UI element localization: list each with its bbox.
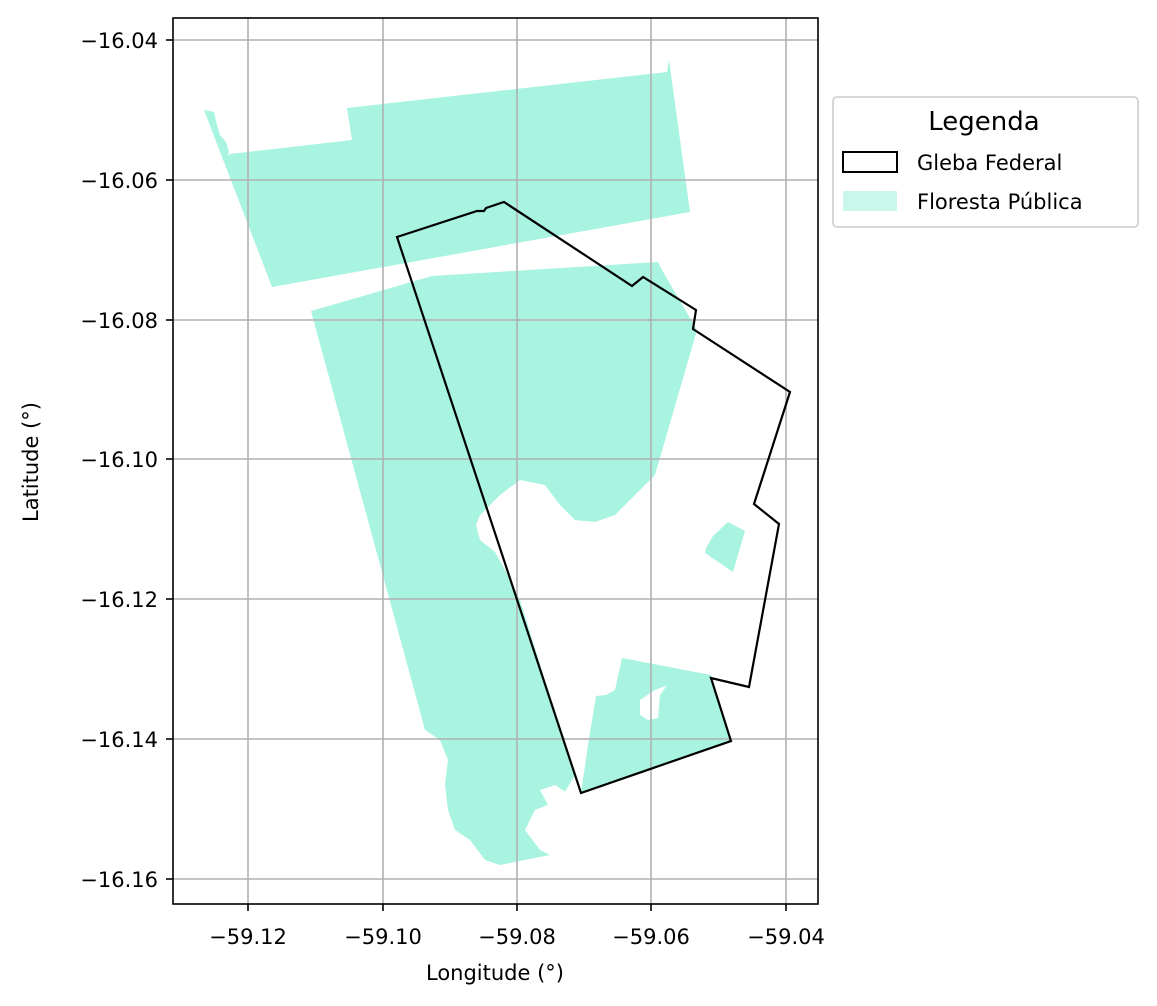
- x-axis-label: Longitude (°): [426, 961, 564, 985]
- y-tick-labels: −16.04 −16.06 −16.08 −16.10 −16.12 −16.1…: [80, 29, 158, 892]
- y-tick-label: −16.10: [80, 448, 158, 472]
- x-tick-labels: −59.12 −59.10 −59.08 −59.06 −59.04: [209, 925, 825, 949]
- x-tick-label: −59.12: [209, 925, 287, 949]
- plot-area: [172, 17, 819, 905]
- y-tick-label: −16.06: [80, 169, 158, 193]
- legend-title: Legenda: [928, 107, 1039, 137]
- gleba-federal-outline: [395, 200, 792, 795]
- forest-polygons: [204, 60, 745, 865]
- forest-polygon-central: [311, 262, 697, 865]
- y-tick-label: −16.14: [80, 728, 158, 752]
- y-tick-label: −16.12: [80, 588, 158, 612]
- x-tick-label: −59.06: [612, 925, 690, 949]
- y-tick-label: −16.08: [80, 309, 158, 333]
- y-axis-label: Latitude (°): [19, 402, 43, 522]
- forest-polygon-southeast: [581, 658, 730, 793]
- y-tick-marks: [166, 39, 173, 880]
- forest-polygon-north: [204, 60, 690, 287]
- legend-label-gleba: Gleba Federal: [917, 151, 1062, 175]
- x-tick-marks: [247, 904, 787, 911]
- gridlines: [173, 18, 818, 904]
- x-tick-label: −59.10: [344, 925, 422, 949]
- legend-label-floresta: Floresta Pública: [917, 190, 1083, 214]
- y-tick-label: −16.16: [80, 868, 158, 892]
- legend-swatch-floresta: [843, 191, 897, 211]
- forest-polygon-small: [705, 522, 745, 572]
- legend-swatch-gleba: [842, 151, 898, 173]
- forest-polygon-south-inlet: [540, 785, 570, 805]
- legend: Legenda Gleba Federal Floresta Pública: [832, 96, 1139, 228]
- x-tick-label: −59.08: [478, 925, 556, 949]
- x-tick-label: −59.04: [747, 925, 825, 949]
- legend-box: [832, 96, 1139, 228]
- y-tick-label: −16.04: [80, 29, 158, 53]
